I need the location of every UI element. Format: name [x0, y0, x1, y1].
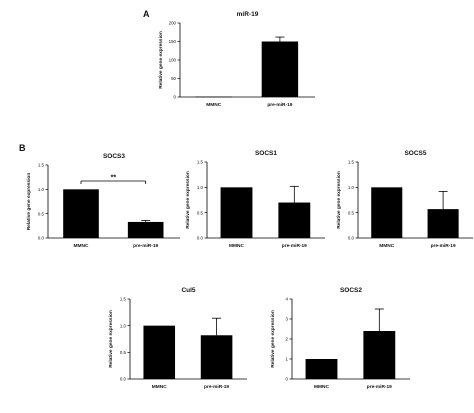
y-tick-label: 0 [174, 95, 177, 100]
category-label: MMNC [379, 243, 394, 249]
chart-2: SOCS1 0.0 0.5 1.0 1.5 Relative gene expressio… [185, 150, 325, 249]
y-tick-label: 0.0 [120, 377, 127, 382]
panel-label-a: A [143, 9, 150, 19]
panel-label-b: B [19, 143, 26, 153]
chart-0: miR-19 0 50 100 150 200 Relative gene expressi… [158, 11, 315, 108]
bar-mmnc [143, 325, 176, 379]
bar-pre-mir-19 [363, 331, 396, 379]
y-tick-label: 0 [286, 377, 289, 382]
chart-title: Cul5 [181, 287, 195, 294]
category-label: pre-miR-19 [431, 243, 456, 249]
y-tick-label: 0.0 [348, 236, 355, 241]
y-tick-label: 0.5 [120, 350, 127, 355]
y-tick-label: 1.0 [348, 185, 355, 190]
y-tick-label: 1.5 [120, 297, 127, 302]
y-tick-label: 3 [286, 317, 289, 322]
bar-mmnc [371, 187, 403, 238]
y-tick-label: 1.0 [120, 323, 127, 328]
bar-pre-mir-19 [278, 202, 311, 238]
y-tick-label: 150 [169, 39, 177, 44]
y-tick-label: 200 [169, 21, 177, 26]
y-tick-label: 0.0 [197, 236, 204, 241]
y-tick-label: 1.5 [38, 163, 45, 168]
significance-label: ** [111, 175, 117, 182]
category-label: pre-miR-19 [204, 384, 229, 390]
bar-mmnc [195, 96, 232, 98]
y-axis-label: Relative gene expression [108, 310, 114, 368]
y-tick-label: 50 [171, 76, 176, 81]
category-label: MMNC [152, 384, 167, 390]
category-label: pre-miR-19 [133, 243, 158, 249]
bar-pre-mir-19 [261, 41, 299, 97]
y-tick-label: 0.5 [38, 211, 45, 216]
category-label: pre-miR-19 [282, 243, 307, 249]
y-tick-label: 0.0 [38, 236, 45, 241]
chart-1: SOCS3 0.0 0.5 1.0 1.5 Relative gene expressio… [26, 153, 180, 249]
category-label: MMNC [314, 384, 329, 390]
y-tick-label: 0.5 [348, 210, 355, 215]
chart-title: SOCS2 [340, 287, 362, 294]
y-tick-label: 100 [169, 58, 177, 63]
chart-title: SOCS1 [255, 150, 277, 157]
chart-3: SOCS5 0.0 0.5 1.0 1.5 Relative gene expressio… [336, 150, 473, 249]
bar-pre-mir-19 [427, 209, 459, 238]
y-tick-label: 4 [286, 297, 289, 302]
category-label: pre-miR-19 [367, 384, 392, 390]
chart-title: SOCS5 [404, 150, 426, 157]
y-axis-label: Relative gene expression [270, 310, 276, 368]
chart-title: SOCS3 [103, 153, 125, 160]
bar-mmnc [305, 359, 338, 379]
charts-group: miR-19 0 50 100 150 200 Relative gene expressi… [26, 11, 473, 390]
y-tick-label: 1 [286, 357, 289, 362]
category-label: MMNC [229, 243, 244, 249]
bar-mmnc [63, 189, 99, 238]
y-tick-label: 0.5 [197, 210, 204, 215]
y-axis-label: Relative gene expression [26, 173, 32, 231]
y-axis-label: Relative gene expression [158, 31, 164, 89]
y-tick-label: 1.5 [348, 160, 355, 165]
chart-5: SOCS2 0 1 2 3 4 Relative gene expression MMNC pr… [270, 287, 410, 390]
category-label: MMNC [206, 102, 221, 108]
y-tick-label: 1.5 [197, 160, 204, 165]
y-tick-label: 2 [286, 337, 289, 342]
category-label: MMNC [74, 243, 89, 249]
chart-4: Cul5 0.0 0.5 1.0 1.5 Relative gene expression… [108, 287, 247, 390]
y-axis-label: Relative gene expression [185, 171, 191, 229]
y-tick-label: 1.0 [197, 185, 204, 190]
bar-pre-mir-19 [127, 221, 164, 238]
y-tick-label: 1.0 [38, 187, 45, 192]
y-axis-label: Relative gene expression [336, 171, 342, 229]
chart-title: miR-19 [237, 11, 259, 18]
bar-mmnc [220, 187, 253, 238]
bar-pre-mir-19 [200, 335, 233, 379]
category-label: pre-miR-19 [267, 102, 292, 108]
